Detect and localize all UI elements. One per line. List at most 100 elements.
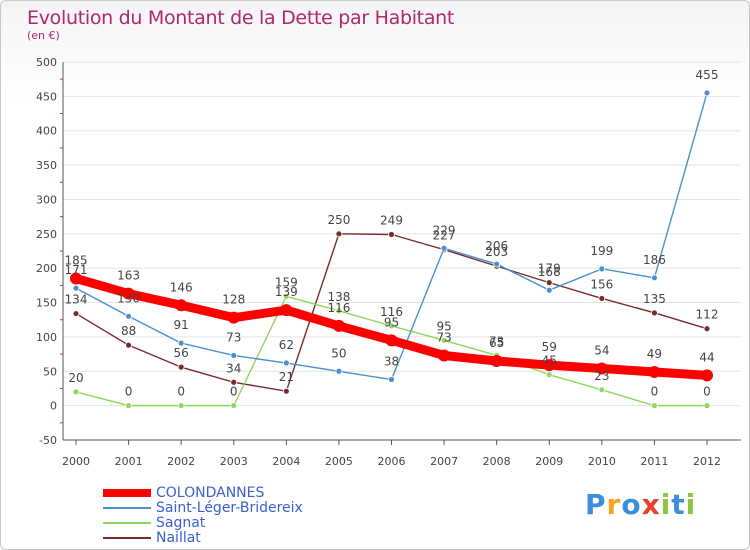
data-point-1 xyxy=(703,89,711,97)
legend-label-0: COLONDANNES xyxy=(156,484,265,501)
data-label-0: 139 xyxy=(275,285,298,299)
data-point-0 xyxy=(648,365,661,378)
y-tick-label: 300 xyxy=(36,193,57,206)
logo-letter-0: P xyxy=(585,488,607,521)
data-point-0 xyxy=(543,359,556,372)
data-point-2 xyxy=(703,402,711,410)
y-tick-label: 450 xyxy=(36,90,57,103)
data-label-0: 65 xyxy=(489,336,504,350)
y-tick-label: 50 xyxy=(43,365,57,378)
data-label-1: 455 xyxy=(696,68,719,82)
logo-letter-4: i xyxy=(660,488,672,521)
data-label-1: 38 xyxy=(384,355,399,369)
data-point-1 xyxy=(125,312,132,320)
data-label-2: 73 xyxy=(489,334,504,348)
logo-letter-1: r xyxy=(606,488,622,521)
data-point-0 xyxy=(438,349,451,362)
x-tick-label: 2008 xyxy=(483,455,511,468)
x-tick-label: 2006 xyxy=(378,455,406,468)
data-point-2 xyxy=(282,292,290,300)
data-label-2: 0 xyxy=(125,385,133,399)
data-point-0 xyxy=(122,287,135,300)
legend-label-3: Naillat xyxy=(156,529,201,546)
data-label-0: 128 xyxy=(222,293,245,307)
x-tick-label: 2003 xyxy=(220,455,248,468)
data-point-2 xyxy=(598,386,606,394)
data-label-0: 59 xyxy=(542,340,557,354)
data-label-2: 0 xyxy=(177,385,185,399)
data-point-2 xyxy=(335,307,343,315)
data-label-2: 0 xyxy=(230,385,238,399)
y-tick-label: -50 xyxy=(39,434,57,447)
data-point-0 xyxy=(701,369,713,382)
data-point-2 xyxy=(545,371,553,379)
x-tick-label: 2002 xyxy=(167,455,195,468)
data-label-1: 62 xyxy=(279,338,294,352)
data-point-0 xyxy=(385,334,398,347)
data-point-2 xyxy=(440,336,448,344)
data-point-3 xyxy=(703,325,711,333)
proxiti-logo: Proxiti xyxy=(585,488,696,521)
legend-item-0: COLONDANNES xyxy=(103,484,303,501)
data-point-1 xyxy=(335,367,343,375)
x-tick-label: 2000 xyxy=(62,455,90,468)
chart-legend: COLONDANNES Saint-Léger-Bridereix Sagnat… xyxy=(103,484,303,546)
data-point-2 xyxy=(230,402,238,410)
y-tick-label: 100 xyxy=(36,331,57,344)
data-point-0 xyxy=(70,272,82,285)
data-point-0 xyxy=(595,362,608,375)
data-label-0: 95 xyxy=(384,315,399,329)
data-point-1 xyxy=(282,359,290,367)
logo-letter-5: t xyxy=(671,488,686,521)
data-label-0: 185 xyxy=(65,253,88,267)
x-tick-label: 2011 xyxy=(640,455,668,468)
chart-subtitle: (en €) xyxy=(27,29,60,42)
data-label-2: 95 xyxy=(436,319,451,333)
data-label-2: 116 xyxy=(380,305,403,319)
data-label-1: 50 xyxy=(331,346,346,360)
y-tick-label: 0 xyxy=(50,400,57,413)
data-label-1: 130 xyxy=(117,291,140,305)
data-point-2 xyxy=(651,402,658,410)
data-point-1 xyxy=(72,284,80,292)
data-point-1 xyxy=(388,376,395,383)
data-label-0: 73 xyxy=(436,330,451,344)
y-tick-label: 350 xyxy=(36,159,57,172)
data-label-2: 0 xyxy=(651,385,659,399)
data-label-1: 168 xyxy=(538,265,561,279)
data-point-3 xyxy=(282,387,290,395)
data-label-0: 116 xyxy=(327,301,350,315)
data-point-3 xyxy=(651,309,658,317)
data-label-1: 73 xyxy=(226,330,241,344)
data-label-3: 112 xyxy=(696,308,719,322)
data-label-1: 199 xyxy=(590,244,613,258)
data-label-0: 54 xyxy=(594,344,609,358)
data-point-3 xyxy=(598,295,606,302)
data-label-0: 146 xyxy=(170,280,193,294)
data-point-3 xyxy=(177,363,185,371)
data-label-3: 56 xyxy=(174,346,189,360)
logo-letter-6: i xyxy=(685,488,697,521)
data-label-1: 91 xyxy=(174,318,189,332)
y-tick-label: 200 xyxy=(36,262,57,275)
data-label-2: 138 xyxy=(327,290,350,304)
legend-item-3: Naillat xyxy=(103,529,303,546)
data-label-3: 179 xyxy=(538,262,561,276)
data-point-3 xyxy=(230,378,238,386)
data-point-3 xyxy=(335,230,343,238)
data-label-3: 203 xyxy=(485,245,508,259)
data-point-0 xyxy=(227,311,240,324)
data-label-3: 88 xyxy=(121,324,136,338)
data-point-3 xyxy=(388,231,395,238)
data-point-1 xyxy=(177,339,185,347)
logo-letter-3: x xyxy=(641,488,661,521)
data-label-2: 20 xyxy=(68,371,83,385)
logo-letter-2: o xyxy=(621,488,642,521)
data-point-0 xyxy=(490,354,503,367)
data-point-2 xyxy=(388,322,395,330)
data-point-2 xyxy=(72,388,80,396)
data-point-2 xyxy=(125,402,132,410)
legend-label-1: Saint-Léger-Bridereix xyxy=(156,499,303,516)
